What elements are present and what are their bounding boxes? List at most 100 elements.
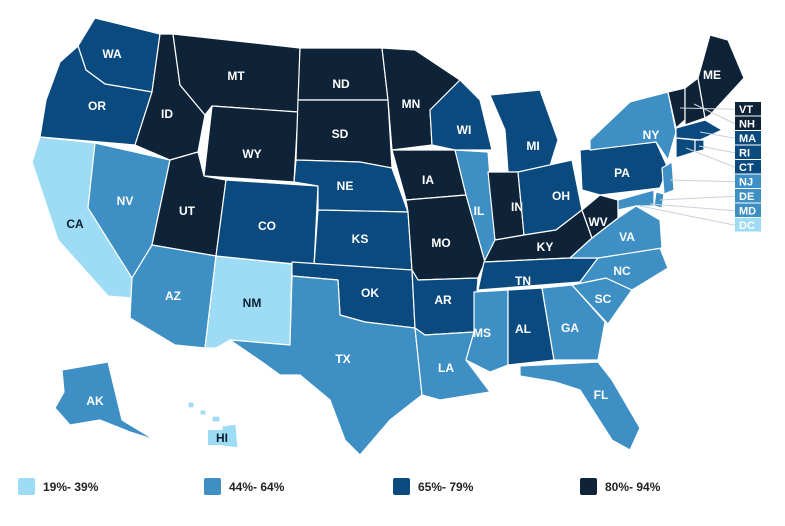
leader-line-nh — [693, 103, 736, 125]
label-ct: CT — [739, 162, 754, 174]
northeast-label-boxes: VT NH MA RI CT NJ DE MD DC — [735, 102, 761, 232]
label-nm: NM — [243, 296, 262, 310]
label-ga: GA — [561, 321, 579, 335]
label-sd: SD — [332, 127, 349, 141]
state-nj[interactable] — [661, 161, 675, 195]
label-box-vt[interactable] — [735, 102, 761, 116]
label-dc: DC — [739, 220, 755, 232]
us-map: WA OR CA NV ID MT WY UT AZ NM CO ND SD N… — [31, 17, 761, 456]
legend: 19%- 39% 44%- 64% 65%- 79% 80%- 94% — [0, 478, 785, 498]
label-pa: PA — [614, 166, 630, 180]
label-ia: IA — [422, 173, 434, 187]
leader-line-ma — [699, 131, 736, 139]
legend-label-4: 80%- 94% — [605, 479, 661, 494]
label-nj: NJ — [739, 177, 753, 189]
label-tn: TN — [515, 274, 531, 288]
leader-line-vt — [679, 107, 736, 110]
hi-label-box — [208, 430, 236, 445]
state-md[interactable] — [617, 189, 655, 211]
label-nd: ND — [332, 77, 350, 91]
legend-swatch-3 — [393, 478, 410, 495]
leader-line-nj — [669, 179, 736, 183]
label-box-ri[interactable] — [735, 145, 761, 160]
leader-line-de — [659, 195, 736, 201]
label-wa: WA — [102, 47, 122, 61]
state-ny[interactable] — [589, 91, 677, 161]
label-ma: MA — [739, 133, 756, 145]
leader-line-ri — [698, 145, 736, 154]
label-wi: WI — [457, 123, 472, 137]
state-me[interactable] — [697, 34, 745, 119]
label-box-md[interactable] — [735, 203, 761, 218]
label-ar: AR — [434, 293, 452, 307]
label-la: LA — [438, 361, 454, 375]
state-ga[interactable] — [541, 284, 606, 361]
label-mi: MI — [526, 139, 539, 153]
label-ak: AK — [86, 394, 104, 408]
legend-item-3: 65%- 79% — [393, 478, 473, 495]
label-mn: MN — [402, 97, 421, 111]
label-me: ME — [703, 68, 721, 82]
label-ca: CA — [66, 217, 84, 231]
label-nv: NV — [117, 194, 134, 208]
state-ct[interactable] — [675, 137, 696, 159]
state-de[interactable] — [653, 191, 665, 209]
state-va[interactable] — [569, 205, 663, 259]
legend-item-1: 19%- 39% — [18, 478, 98, 495]
label-ks: KS — [352, 232, 369, 246]
label-mo: MO — [431, 236, 450, 250]
label-nc: NC — [613, 264, 631, 278]
label-co: CO — [258, 219, 276, 233]
label-de: DE — [739, 191, 754, 203]
state-ak[interactable] — [54, 361, 156, 441]
state-ma[interactable] — [675, 119, 723, 141]
label-ms: MS — [473, 326, 491, 340]
leader-line-dc — [639, 205, 736, 226]
label-ky: KY — [537, 240, 554, 254]
state-wi[interactable] — [429, 79, 493, 151]
label-box-nh[interactable] — [735, 116, 761, 131]
legend-swatch-2 — [204, 478, 221, 495]
label-va: VA — [619, 230, 635, 244]
label-hi: HI — [216, 431, 228, 445]
label-az: AZ — [165, 289, 181, 303]
label-box-ct[interactable] — [735, 160, 761, 174]
label-ok: OK — [361, 286, 379, 300]
leader-line-ct — [685, 147, 736, 168]
legend-label-1: 19%- 39% — [43, 479, 99, 494]
legend-swatch-1 — [18, 478, 35, 495]
legend-swatch-4 — [580, 478, 597, 495]
legend-item-2: 44%- 64% — [204, 478, 284, 495]
label-nh: NH — [739, 119, 755, 131]
legend-label-3: 65%- 79% — [418, 479, 474, 494]
label-oh: OH — [552, 189, 570, 203]
label-al: AL — [515, 322, 531, 336]
label-md: MD — [739, 206, 756, 218]
label-il: IL — [474, 204, 485, 218]
state-la[interactable] — [414, 327, 491, 401]
label-box-de[interactable] — [735, 189, 761, 203]
state-fl[interactable] — [519, 361, 641, 451]
label-or: OR — [88, 99, 106, 113]
state-mi[interactable] — [489, 89, 559, 173]
state-nd[interactable] — [297, 47, 389, 101]
label-ne: NE — [337, 179, 354, 193]
state-tx[interactable] — [229, 275, 423, 456]
label-in: IN — [511, 200, 523, 214]
label-ny: NY — [643, 128, 660, 142]
label-sc: SC — [595, 292, 612, 306]
label-wy: WY — [242, 147, 261, 161]
label-box-ma[interactable] — [735, 131, 761, 145]
legend-label-2: 44%- 64% — [229, 479, 285, 494]
label-id: ID — [161, 107, 173, 121]
label-box-dc[interactable] — [735, 218, 761, 232]
label-wv: WV — [588, 215, 607, 229]
northeast-leader-lines — [639, 103, 736, 226]
state-wy[interactable] — [203, 105, 299, 183]
label-ri: RI — [739, 148, 750, 160]
label-tx: TX — [335, 352, 350, 366]
label-fl: FL — [594, 388, 609, 402]
label-vt: VT — [739, 104, 753, 116]
label-box-nj[interactable] — [735, 174, 761, 189]
